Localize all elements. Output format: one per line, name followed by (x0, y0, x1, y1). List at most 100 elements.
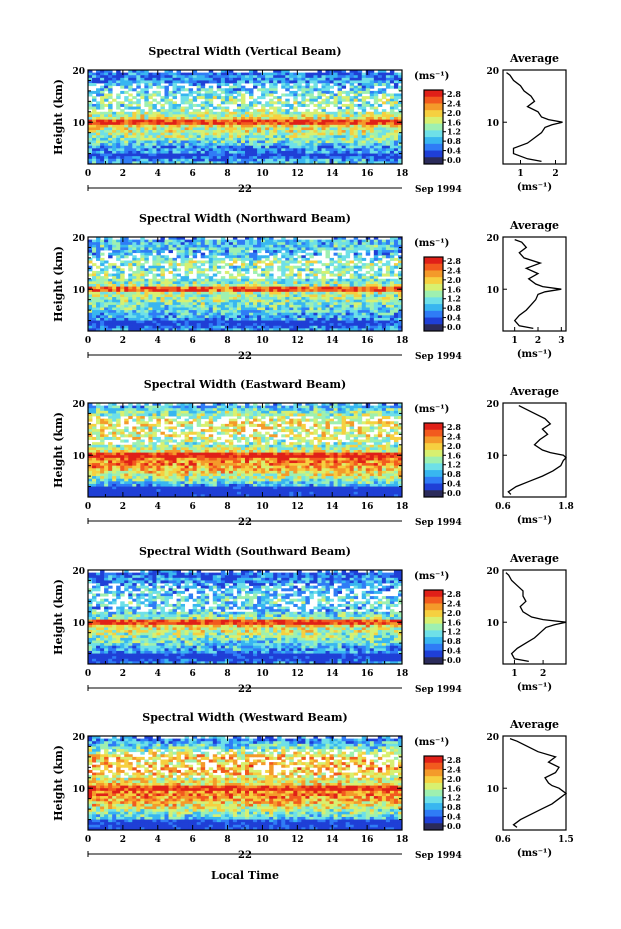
colorbar-frame (423, 755, 444, 831)
colorbar-swatch (424, 90, 443, 98)
colorbar-swatch (424, 423, 443, 431)
x-tick-label: 8 (224, 669, 230, 679)
chart-title: Spectral Width (Northward Beam) (139, 212, 351, 225)
colorbar: (ms⁻¹) 2.82.42.01.61.20.80.40.0 (414, 238, 461, 332)
colorbar-tick-label: 1.6 (447, 117, 461, 127)
colorbar-swatch (424, 490, 443, 498)
profile-line (507, 405, 567, 495)
colorbar-swatch (424, 429, 443, 437)
colorbar-swatch (424, 796, 443, 804)
colorbar-swatch (424, 324, 443, 332)
x-tick-label: 8 (224, 502, 230, 512)
colorbar-swatch (424, 782, 443, 791)
colorbar-tick-label: 1.2 (447, 127, 461, 137)
y-tick-label: 20 (72, 400, 85, 410)
y-axis-label: Height (km) (52, 246, 65, 322)
y-tick-label: 10 (72, 452, 85, 462)
x-tick-label: 14 (326, 835, 339, 845)
profile-x-tick-label: 1 (512, 336, 518, 346)
colorbar-swatch (424, 304, 443, 312)
panel-3: Spectral Width (Eastward Beam) Height (km… (52, 378, 574, 528)
profile-y-tick-label: 10 (486, 619, 499, 629)
y-tick-label: 10 (72, 286, 85, 296)
x-tick-label: 0 (85, 502, 91, 512)
colorbar-swatch (424, 789, 443, 797)
colorbar-swatch (424, 263, 443, 271)
x-tick-label: 2 (120, 502, 126, 512)
colorbar-swatch (424, 650, 443, 658)
x-tick-label: 4 (155, 169, 161, 179)
x-tick-label: 8 (224, 835, 230, 845)
colorbar-swatch (424, 610, 443, 618)
colorbar-unit-label: (ms⁻¹) (414, 737, 449, 748)
profile-y-tick-label: 20 (486, 234, 499, 244)
heatmap-cells (88, 70, 403, 165)
colorbar-swatch (424, 463, 443, 471)
x-axis-label: Local Time (211, 869, 279, 882)
colorbar-swatch (424, 596, 443, 604)
x-tick-label: 0 (85, 835, 91, 845)
colorbar-swatch (424, 137, 443, 145)
colorbar-swatch (424, 143, 443, 152)
colorbar-tick-label: 2.0 (447, 441, 461, 451)
profile-x-tick-label: 1.8 (558, 502, 574, 512)
y-axis-label: Height (km) (52, 412, 65, 488)
colorbar-swatch (424, 150, 443, 158)
x-tick-label: 6 (190, 502, 196, 512)
colorbar-swatch (424, 762, 443, 770)
x-tick-label: 4 (155, 502, 161, 512)
y-axis-label: Height (km) (52, 579, 65, 655)
colorbar-tick-label: 0.4 (447, 646, 461, 656)
panel-4: Spectral Width (Southward Beam) Height (k… (52, 545, 567, 695)
heatmap-cells (88, 237, 403, 332)
colorbar-tick-label: 2.8 (447, 589, 461, 599)
colorbar-unit-label: (ms⁻¹) (414, 404, 449, 415)
profile-x-tick-label: 1 (517, 169, 523, 179)
colorbar-swatch (424, 290, 443, 298)
colorbar-tick-label: 1.6 (447, 617, 461, 627)
colorbar-swatch (424, 483, 443, 491)
average-profile: Average 20 10 0.6 1.8 (ms⁻¹) (486, 385, 573, 526)
x-tick-label: 2 (120, 669, 126, 679)
colorbar-unit-label: (ms⁻¹) (414, 71, 449, 82)
colorbar-swatch (424, 123, 443, 131)
day-label: 22 (238, 850, 252, 861)
colorbar-swatch (424, 283, 443, 292)
colorbar-tick-label: 0.0 (447, 655, 461, 665)
average-profile: Average 20 10 0.6 1.5 (ms⁻¹) (486, 718, 573, 859)
profile-line (505, 572, 567, 663)
x-tick-label: 4 (155, 835, 161, 845)
y-axis-label: Height (km) (52, 79, 65, 155)
x-tick-label: 0 (85, 669, 91, 679)
x-tick-label: 14 (326, 336, 339, 346)
day-label: 22 (238, 684, 252, 695)
x-tick-label: 10 (256, 169, 269, 179)
x-tick-label: 18 (396, 169, 409, 179)
colorbar-swatch (424, 297, 443, 305)
colorbar-tick-label: 2.8 (447, 89, 461, 99)
x-tick-label: 2 (120, 169, 126, 179)
profile-x-tick-label: 0.6 (495, 502, 511, 512)
colorbar-tick-label: 0.0 (447, 155, 461, 165)
day-label: 22 (238, 351, 252, 362)
x-tick-label: 6 (190, 336, 196, 346)
profile-x-label: (ms⁻¹) (517, 682, 552, 693)
colorbar-tick-label: 1.6 (447, 284, 461, 294)
chart-title: Spectral Width (Vertical Beam) (148, 45, 341, 58)
y-tick-label: 10 (72, 785, 85, 795)
average-profile: Average 20 10 1 2(ms⁻¹) (486, 52, 567, 193)
profile-x-label: (ms⁻¹) (517, 848, 552, 859)
x-tick-label: 10 (256, 669, 269, 679)
date-label: Sep 1994 (415, 185, 462, 195)
x-tick-label: 4 (155, 669, 161, 679)
profile-y-tick-label: 10 (486, 785, 499, 795)
x-tick-label: 18 (396, 336, 409, 346)
date-label: Sep 1994 (415, 851, 462, 861)
colorbar-frame (423, 89, 444, 165)
x-tick-label: 14 (326, 502, 339, 512)
profile-frame (502, 236, 567, 332)
colorbar-tick-label: 0.8 (447, 303, 461, 313)
colorbar-swatch (424, 603, 443, 611)
colorbar-swatch (424, 449, 443, 458)
colorbar-tick-label: 1.2 (447, 627, 461, 637)
